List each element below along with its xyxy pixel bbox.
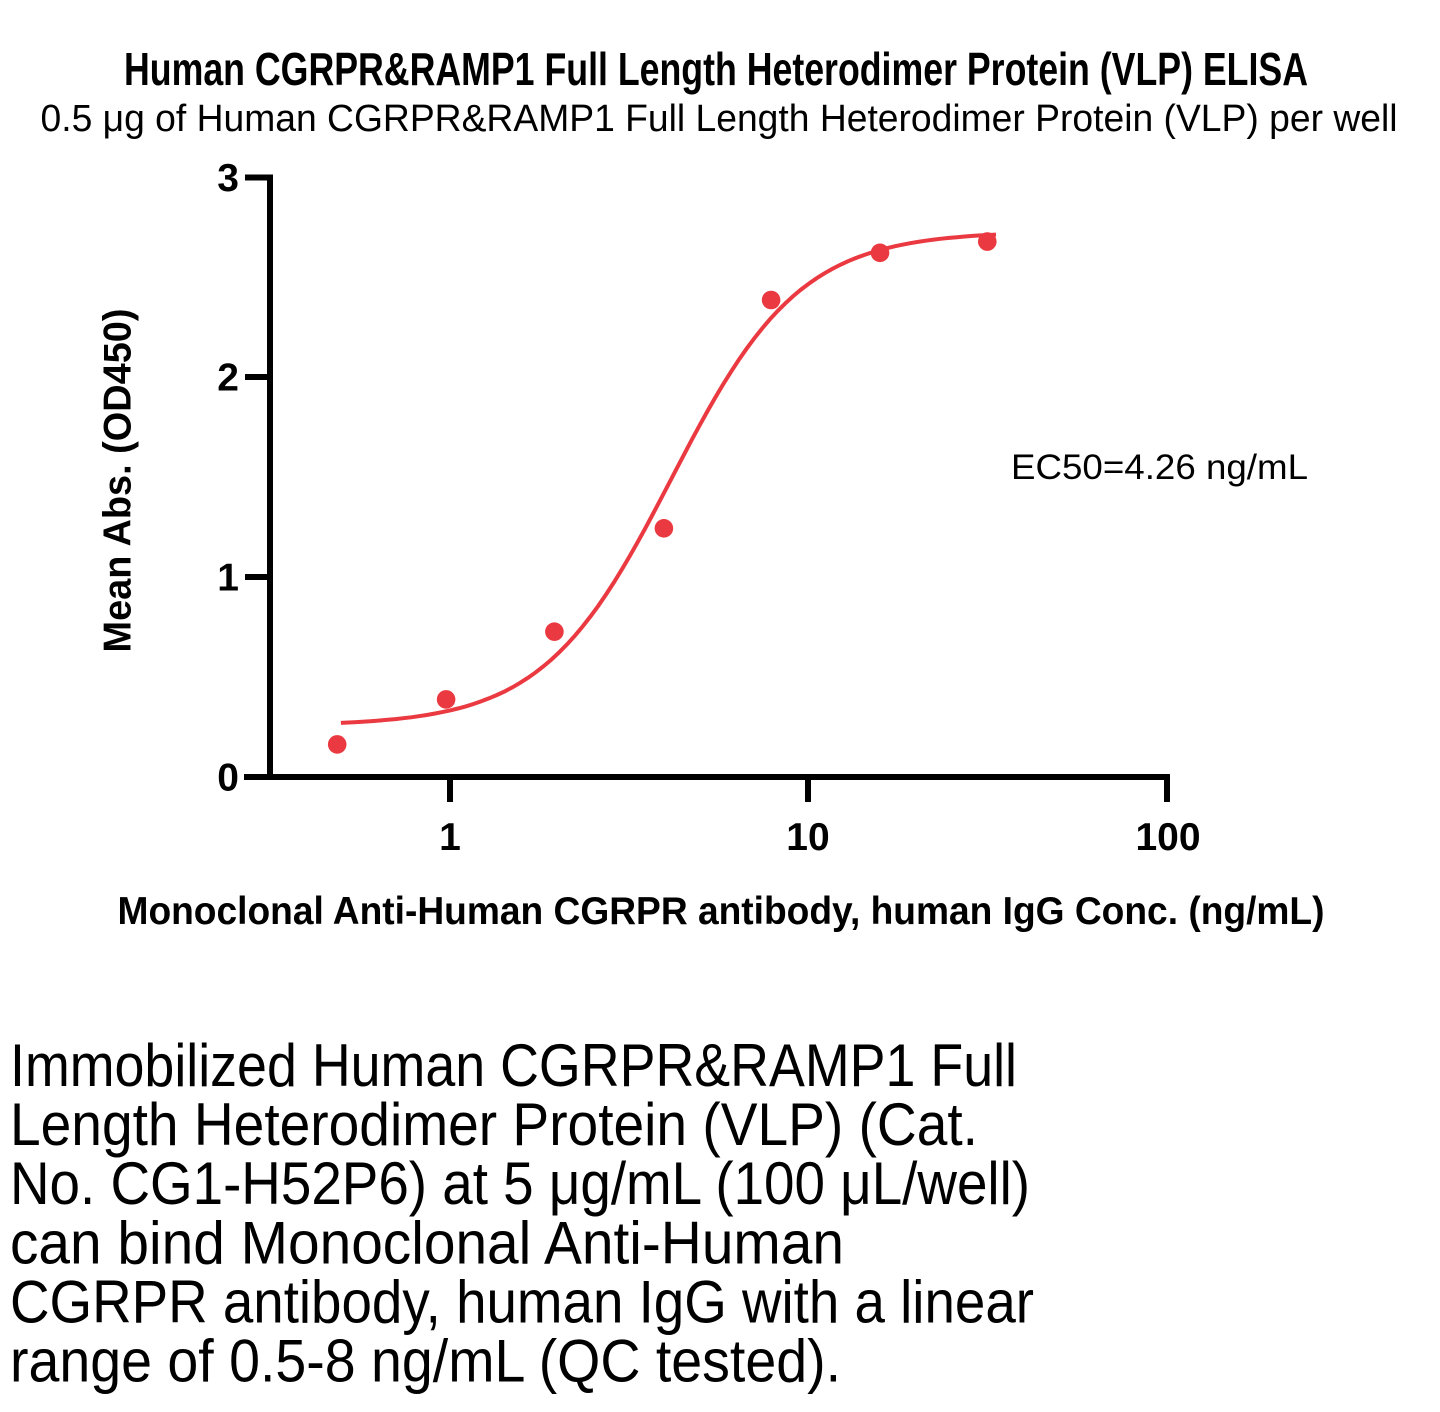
svg-text:2: 2 [217, 357, 239, 400]
svg-text:Mean Abs. (OD450): Mean Abs. (OD450) [97, 309, 140, 653]
svg-text:1: 1 [439, 816, 461, 859]
svg-text:CGRPR antibody, human IgG with: CGRPR antibody, human IgG with a linear [10, 1268, 1034, 1335]
svg-text:100: 100 [1135, 816, 1200, 859]
svg-text:EC50=4.26 ng/mL: EC50=4.26 ng/mL [1011, 447, 1308, 487]
svg-text:10: 10 [786, 816, 829, 859]
svg-text:0.5 μg of Human CGRPR&RAMP1 Fu: 0.5 μg of Human CGRPR&RAMP1 Full Length … [41, 98, 1398, 140]
svg-text:Monoclonal Anti-Human CGRPR an: Monoclonal Anti-Human CGRPR antibody, hu… [118, 890, 1325, 933]
svg-text:No. CG1-H52P6) at 5 μg/mL (100: No. CG1-H52P6) at 5 μg/mL (100 μL/well) [10, 1150, 1030, 1217]
svg-text:1: 1 [217, 557, 239, 600]
svg-text:3: 3 [217, 157, 239, 200]
svg-text:can bind Monoclonal Anti-Human: can bind Monoclonal Anti-Human [10, 1209, 844, 1276]
svg-text:Human CGRPR&RAMP1 Full Length: Human CGRPR&RAMP1 Full Length Heterodime… [124, 43, 1308, 95]
svg-text:Length Heterodimer Protein (VL: Length Heterodimer Protein (VLP) (Cat. [10, 1091, 978, 1158]
svg-text:0: 0 [217, 757, 239, 800]
svg-text:range of 0.5-8 ng/mL (QC teste: range of 0.5-8 ng/mL (QC tested). [10, 1328, 841, 1395]
svg-text:Immobilized Human CGRPR&RAMP1: Immobilized Human CGRPR&RAMP1 Full [10, 1032, 1017, 1099]
